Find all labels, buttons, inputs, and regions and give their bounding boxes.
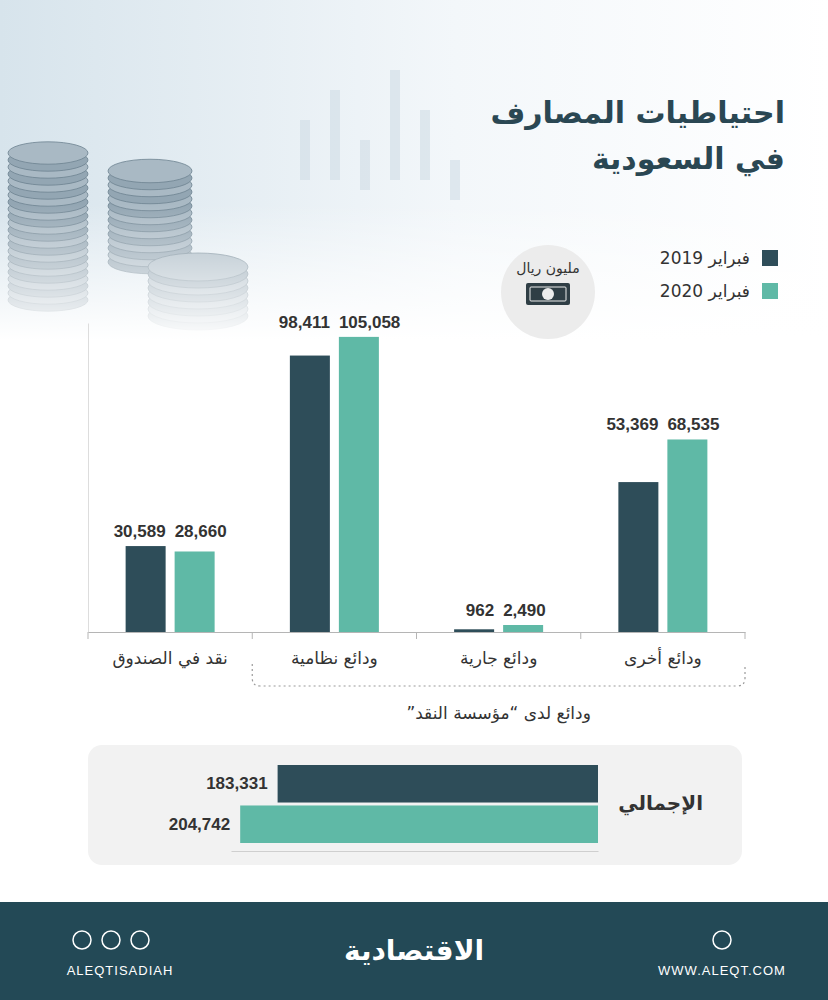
- y-tick-label: الإجمالي: [618, 791, 703, 816]
- title: في السعودية: [592, 141, 785, 177]
- title: احتياطيات المصارف: [490, 95, 785, 130]
- data-label: 2,490: [503, 601, 546, 620]
- x-tick-label: ودائع جارية: [460, 648, 537, 669]
- group-separator: [88, 632, 89, 639]
- legend: فبراير 2019 فبراير 2020: [660, 248, 778, 301]
- y-axis: [88, 324, 89, 633]
- legend-label: فبراير 2019: [660, 248, 750, 268]
- x-axis: [232, 851, 599, 852]
- header-background: [0, 0, 828, 340]
- footer-band: [0, 902, 828, 1000]
- data-label: 98,411: [279, 313, 330, 332]
- group-separators: [88, 632, 745, 639]
- bracket: [252, 664, 745, 686]
- data-label: 105,058: [339, 313, 400, 332]
- x-tick: ودائع أخرى: [624, 647, 702, 669]
- social-icon: [131, 931, 149, 949]
- legend-swatch: [762, 283, 778, 299]
- chart-root: احتياطيات المصارففي السعوديةفبراير 2019ف…: [0, 0, 828, 1000]
- data-labels: 30,589 28,660 98,411 105,058 962 2,490 53,369 6…: [114, 313, 720, 620]
- canvas: احتياطيات المصارففي السعوديةفبراير 2019ف…: [0, 0, 828, 1000]
- x-tick: ودائع نظامية: [291, 648, 378, 669]
- total-panel: [88, 745, 742, 865]
- y-axis-line: [88, 324, 89, 633]
- money-icon-center: [542, 288, 554, 300]
- bar: [240, 805, 598, 843]
- x-tick-label: نقد في الصندوق: [112, 648, 227, 669]
- data-labels: 183,331 204,742: [169, 774, 268, 833]
- web-icon: [713, 931, 731, 949]
- group-separator: [252, 632, 253, 639]
- bar: [667, 439, 707, 632]
- data-label: 183,331: [206, 774, 267, 793]
- social-icon: [73, 931, 91, 949]
- social-icon: [102, 931, 120, 949]
- y-axis: الإجمالي: [618, 791, 703, 816]
- x-axis: نقد في الصندوق ودائع نظامية ودائع جارية ودا…: [89, 633, 746, 670]
- footer-brand: الاقتصادية: [344, 934, 484, 967]
- legend-swatch: [762, 250, 778, 266]
- x-tick-label: ودائع أخرى: [624, 647, 702, 669]
- x-tick: نقد في الصندوق: [112, 648, 227, 669]
- bar: [503, 625, 543, 632]
- money-icon: [526, 283, 570, 305]
- legend-label: فبراير 2020: [660, 281, 750, 301]
- bar: [278, 765, 598, 803]
- group-separator: [745, 632, 746, 639]
- bar: [454, 629, 494, 632]
- data-label: 53,369: [606, 415, 658, 434]
- group-separator: [580, 632, 581, 639]
- total-bars: [240, 765, 598, 843]
- unit-label: مليون ريال: [516, 260, 579, 277]
- background: [0, 0, 828, 1000]
- data-label: 962: [466, 601, 494, 620]
- bar: [618, 482, 658, 632]
- decoration: [0, 0, 828, 340]
- money-icon-inner: [530, 287, 566, 301]
- badge-circle: [501, 245, 595, 339]
- bar: [126, 546, 166, 632]
- x-axis-line: [232, 851, 599, 852]
- group-annotation: ودائع لدى “مؤسسة النقد”: [406, 703, 591, 724]
- data-label: 28,660: [175, 522, 227, 541]
- bar: [175, 551, 215, 632]
- data-label: 30,589: [114, 522, 166, 541]
- x-tick-label: ودائع نظامية: [291, 648, 378, 669]
- group-separator: [416, 632, 417, 639]
- footer-site: WWW.ALEQT.COM: [658, 963, 786, 978]
- bar: [290, 356, 330, 632]
- data-label: 68,535: [667, 415, 719, 434]
- data-label: 204,742: [169, 815, 230, 834]
- x-tick: ودائع جارية: [460, 648, 537, 669]
- bars: [126, 337, 708, 632]
- footer-handle: ALEQTISADIAH: [67, 963, 174, 978]
- bar: [339, 337, 379, 632]
- footer: الاقتصادية ALEQTISADIAH WWW.ALEQT.COM: [0, 902, 828, 1000]
- unit-badge: مليون ريال: [501, 245, 595, 339]
- y-tick: الإجمالي: [618, 791, 703, 816]
- header-fade: [0, 0, 828, 340]
